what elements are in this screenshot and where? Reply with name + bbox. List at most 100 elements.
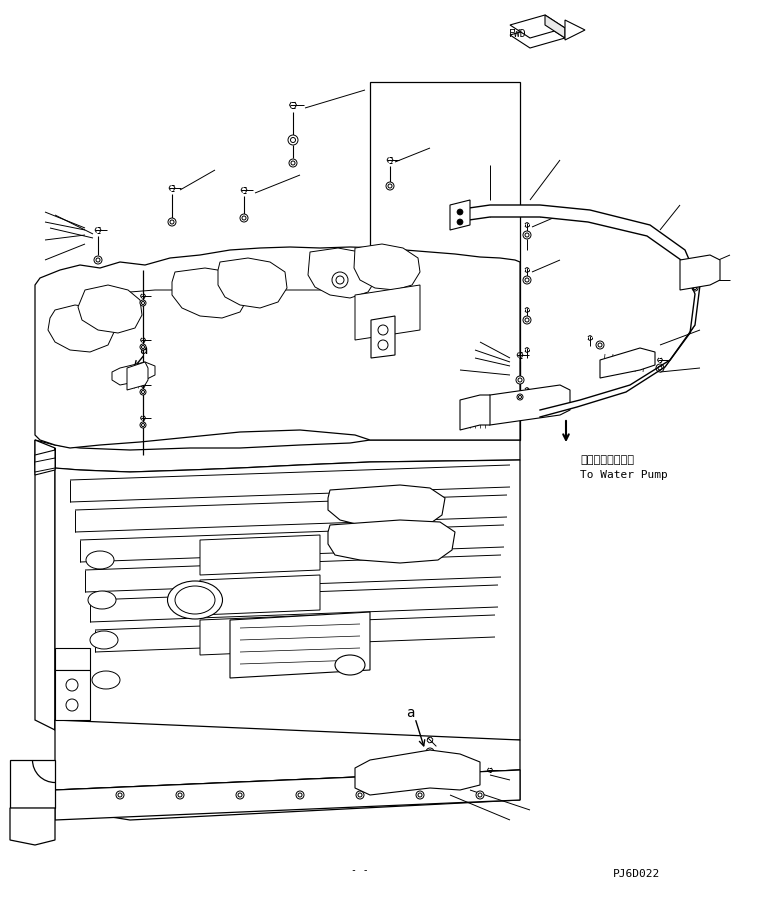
Ellipse shape (90, 631, 118, 649)
Circle shape (358, 793, 362, 797)
Circle shape (66, 679, 78, 691)
Polygon shape (172, 268, 248, 318)
Polygon shape (230, 612, 370, 678)
Circle shape (96, 258, 100, 262)
Polygon shape (55, 720, 520, 790)
Polygon shape (328, 520, 455, 563)
Circle shape (428, 750, 432, 754)
Text: - -: - - (351, 865, 369, 875)
Ellipse shape (175, 586, 215, 614)
Polygon shape (218, 258, 287, 308)
Circle shape (118, 793, 122, 797)
Circle shape (66, 699, 78, 711)
Circle shape (388, 184, 392, 188)
Circle shape (457, 209, 463, 215)
Polygon shape (55, 770, 520, 820)
Circle shape (356, 791, 364, 799)
Circle shape (94, 256, 102, 264)
Polygon shape (55, 648, 90, 670)
Circle shape (518, 378, 522, 382)
Polygon shape (10, 760, 55, 808)
Circle shape (289, 159, 297, 167)
Circle shape (694, 286, 697, 289)
Polygon shape (112, 362, 155, 385)
Polygon shape (308, 248, 377, 298)
Circle shape (598, 343, 602, 347)
Circle shape (525, 233, 529, 237)
Polygon shape (127, 362, 148, 390)
Circle shape (516, 376, 524, 384)
Circle shape (694, 269, 697, 271)
Circle shape (378, 340, 388, 350)
Text: FWD: FWD (509, 29, 527, 39)
Circle shape (517, 394, 523, 400)
Circle shape (426, 748, 434, 756)
Circle shape (140, 300, 146, 306)
Circle shape (476, 791, 484, 799)
Circle shape (519, 395, 522, 399)
Circle shape (523, 276, 531, 284)
Circle shape (140, 344, 146, 350)
Circle shape (290, 137, 296, 143)
Circle shape (140, 389, 146, 395)
Text: a: a (139, 343, 147, 357)
Polygon shape (35, 450, 55, 475)
Polygon shape (370, 82, 520, 440)
Ellipse shape (335, 655, 365, 675)
Polygon shape (460, 395, 490, 430)
Text: PJ6D022: PJ6D022 (613, 869, 660, 879)
Circle shape (141, 302, 144, 304)
Polygon shape (355, 285, 420, 340)
Polygon shape (55, 448, 520, 750)
Polygon shape (680, 255, 720, 290)
Text: a: a (406, 706, 414, 720)
Circle shape (525, 278, 529, 282)
Circle shape (386, 182, 394, 190)
Polygon shape (371, 316, 395, 358)
Circle shape (692, 267, 698, 273)
Circle shape (416, 791, 424, 799)
Circle shape (478, 793, 482, 797)
Circle shape (656, 364, 664, 372)
Polygon shape (510, 25, 565, 48)
Circle shape (418, 793, 422, 797)
Circle shape (176, 791, 184, 799)
Circle shape (242, 216, 246, 220)
Text: To Water Pump: To Water Pump (580, 470, 668, 480)
Circle shape (178, 793, 182, 797)
Polygon shape (48, 305, 115, 352)
Polygon shape (600, 348, 655, 378)
Polygon shape (35, 458, 55, 472)
Polygon shape (355, 750, 480, 795)
Circle shape (457, 219, 463, 225)
Polygon shape (200, 535, 320, 575)
Ellipse shape (86, 551, 114, 569)
Polygon shape (354, 244, 420, 290)
Polygon shape (480, 385, 570, 425)
Circle shape (336, 276, 344, 284)
Circle shape (378, 325, 388, 335)
Circle shape (116, 791, 124, 799)
Circle shape (298, 793, 302, 797)
Circle shape (658, 366, 662, 370)
Circle shape (141, 424, 144, 427)
Polygon shape (78, 285, 142, 333)
Circle shape (168, 218, 176, 226)
Ellipse shape (92, 671, 120, 689)
Circle shape (141, 391, 144, 393)
Circle shape (141, 346, 144, 348)
Polygon shape (35, 440, 520, 472)
Circle shape (236, 791, 244, 799)
Circle shape (140, 422, 146, 428)
Circle shape (288, 135, 298, 145)
Circle shape (692, 285, 698, 291)
Polygon shape (55, 670, 90, 720)
Circle shape (291, 161, 295, 165)
Polygon shape (328, 485, 445, 528)
Text: ウォータポンプへ: ウォータポンプへ (580, 455, 634, 465)
Circle shape (296, 791, 304, 799)
Polygon shape (10, 808, 55, 845)
Polygon shape (55, 770, 520, 820)
Polygon shape (35, 247, 520, 448)
Ellipse shape (88, 591, 116, 609)
